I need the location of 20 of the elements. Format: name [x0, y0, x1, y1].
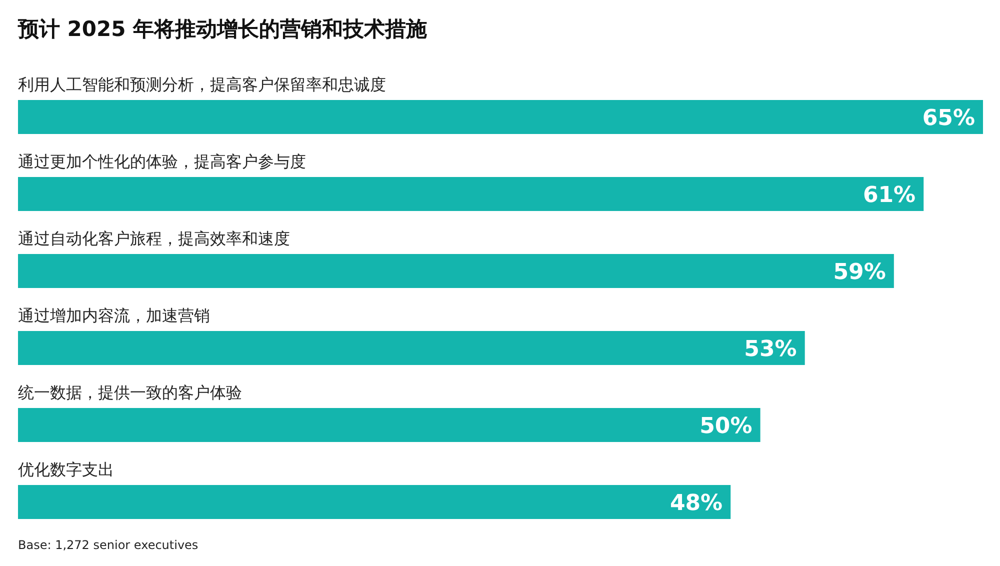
y-tick-label: 统一数据，提供一致的客户体验 — [18, 383, 242, 402]
y-tick-label: 通过更加个性化的体验，提高客户参与度 — [18, 152, 306, 171]
text: Base: 1,272 senior executives — [18, 538, 198, 552]
data-label: 48% — [670, 491, 723, 516]
data-label: 50% — [700, 414, 752, 439]
y-tick-label: 利用人工智能和预测分析，提高客户保留率和忠诚度 — [18, 75, 386, 94]
bar — [18, 177, 924, 211]
data-label: 61% — [862, 183, 916, 208]
bar — [18, 100, 983, 134]
bar — [18, 485, 731, 519]
data-label: 65% — [922, 106, 975, 131]
bar — [18, 408, 760, 442]
data-label: 53% — [744, 337, 797, 362]
y-tick-label: 通过增加内容流，加速营销 — [18, 306, 210, 325]
data-label: 59% — [833, 260, 886, 285]
y-tick-label: 通过自动化客户旅程，提高效率和速度 — [18, 229, 290, 248]
y-tick-label: 优化数字支出 — [18, 460, 114, 479]
bar — [18, 254, 894, 288]
chart-title: 预计 2025 年将推动增长的营销和技术措施 — [17, 17, 428, 41]
bar — [18, 331, 805, 365]
